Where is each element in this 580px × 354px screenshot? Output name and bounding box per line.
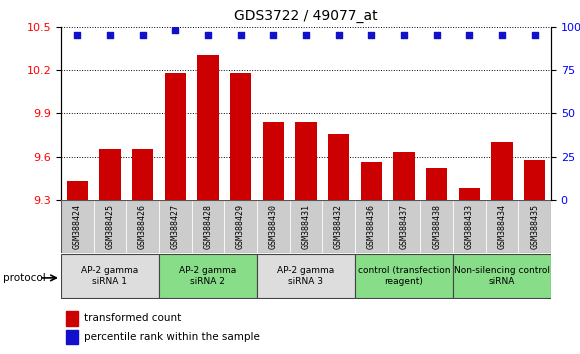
Bar [159,254,257,298]
Bar [420,200,453,253]
Text: control (transfection
reagent): control (transfection reagent) [358,267,450,286]
Bar [257,254,355,298]
Text: protocol: protocol [3,273,46,283]
Bar [453,254,551,298]
Text: transformed count: transformed count [85,314,182,324]
Bar [355,200,387,253]
Text: GSM388427: GSM388427 [171,204,180,249]
Point [236,33,245,38]
Bar [459,188,480,200]
Text: GSM388433: GSM388433 [465,204,474,249]
Text: GSM388438: GSM388438 [432,204,441,249]
Text: GSM388435: GSM388435 [530,204,539,249]
Bar [361,162,382,200]
Bar [524,160,545,200]
Point [203,33,212,38]
Bar [132,149,153,200]
Bar [426,168,447,200]
Text: AP-2 gamma
siRNA 1: AP-2 gamma siRNA 1 [81,267,139,286]
Bar [485,200,519,253]
Text: GSM388437: GSM388437 [400,204,408,249]
Bar [67,181,88,200]
Point [72,33,82,38]
Point [106,33,115,38]
Bar [165,73,186,200]
Bar [93,200,126,253]
Bar [322,200,355,253]
Bar [230,73,251,200]
Bar [99,149,121,200]
Text: GSM388424: GSM388424 [72,204,82,249]
Point [367,33,376,38]
Point [530,33,539,38]
Bar [519,200,551,253]
Bar [393,152,415,200]
Text: AP-2 gamma
siRNA 2: AP-2 gamma siRNA 2 [179,267,237,286]
Text: GSM388426: GSM388426 [138,204,147,249]
Bar [224,200,257,253]
Bar [66,312,78,326]
Bar [257,200,289,253]
Title: GDS3722 / 49077_at: GDS3722 / 49077_at [234,9,378,23]
Bar [61,200,93,253]
Text: AP-2 gamma
siRNA 3: AP-2 gamma siRNA 3 [277,267,335,286]
Point [138,33,147,38]
Bar [328,133,349,200]
Bar [191,200,224,253]
Bar [289,200,322,253]
Text: GSM388432: GSM388432 [334,204,343,249]
Bar [491,142,513,200]
Bar [355,254,453,298]
Text: GSM388431: GSM388431 [302,204,310,249]
Bar [263,122,284,200]
Bar [61,254,159,298]
Text: percentile rank within the sample: percentile rank within the sample [85,332,260,342]
Text: GSM388428: GSM388428 [204,204,212,249]
Bar [66,330,78,344]
Bar [295,122,317,200]
Bar [453,200,485,253]
Text: GSM388430: GSM388430 [269,204,278,249]
Text: GSM388434: GSM388434 [498,204,506,249]
Bar [197,56,219,200]
Point [432,33,441,38]
Point [334,33,343,38]
Point [171,27,180,33]
Point [399,33,408,38]
Bar [126,200,159,253]
Point [465,33,474,38]
Text: GSM388429: GSM388429 [236,204,245,249]
Bar [387,200,420,253]
Point [269,33,278,38]
Text: Non-silencing control
siRNA: Non-silencing control siRNA [454,267,550,286]
Point [498,33,507,38]
Point [302,33,311,38]
Text: GSM388436: GSM388436 [367,204,376,249]
Text: GSM388425: GSM388425 [106,204,114,249]
Bar [159,200,191,253]
